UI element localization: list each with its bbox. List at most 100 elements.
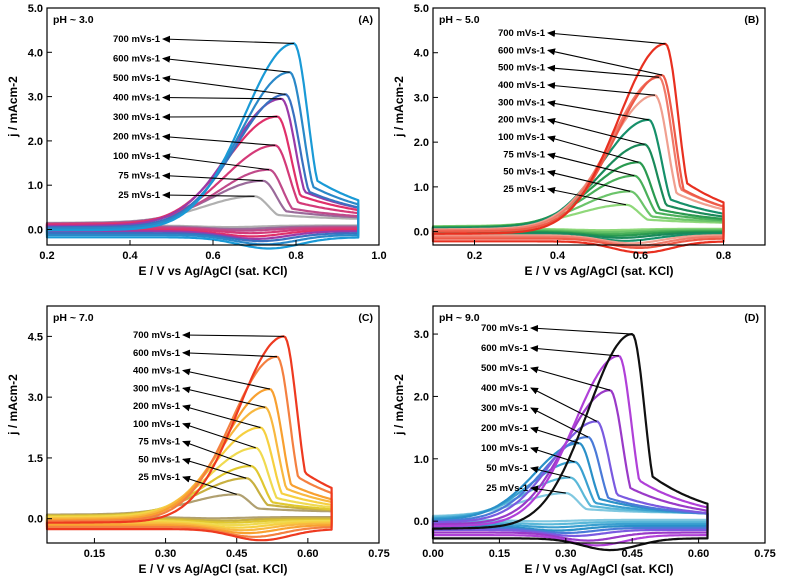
- y-tick-label: 0.0: [28, 514, 43, 526]
- x-tick-label: 0.75: [754, 548, 775, 560]
- rate-label-arrow: [530, 366, 611, 391]
- rate-label: 50 mVs-1: [503, 167, 545, 178]
- y-tick-label: 1.0: [28, 180, 43, 192]
- ph-label-c: pH ~ 7.0: [53, 312, 94, 324]
- cv-curve-700-mvs-1: [45, 42, 360, 250]
- x-axis-label-a: E / V vs Ag/AgCl (sat. KCl): [139, 264, 288, 278]
- panel-d: 0.00 0.15 0.30 0.45 0.60 0.75 0.0 1.0 2.0 3.0 700…: [392, 305, 776, 576]
- x-tick-label: 0.15: [489, 548, 510, 560]
- plot-frame-b: [432, 7, 766, 246]
- x-tick-label: 0.30: [555, 548, 576, 560]
- rate-label: 25 mVs-1: [486, 483, 528, 494]
- rate-label-arrow: [162, 55, 290, 73]
- y-tick-label: 2.0: [28, 136, 43, 148]
- rate-label-arrow: [530, 426, 580, 444]
- x-tick-label: 0.2: [39, 250, 54, 262]
- y-tick-label: 2.0: [414, 391, 429, 403]
- panel-c: 0.15 0.30 0.45 0.60 0.75 0.0 1.5 3.0 4.5 700 mVs…: [6, 305, 390, 576]
- panel-tag-c: (C): [358, 312, 373, 324]
- rate-label-arrow: [530, 387, 598, 422]
- curves-a: [45, 42, 360, 250]
- rate-label-arrow: [547, 64, 660, 78]
- y-tick-label: 1.0: [414, 182, 429, 194]
- x-tick-label: 0.6: [633, 250, 648, 262]
- y-tick-label: 0.0: [414, 227, 429, 239]
- rate-label: 700 mVs-1: [113, 34, 161, 45]
- x-tick-label: 1.0: [371, 250, 386, 262]
- rate-label-arrow: [162, 153, 270, 171]
- rate-labels-d: 700 mVs-1 600 mVs-1 500 mVs-1 400 mVs-1 300 …: [481, 323, 633, 494]
- rate-label: 50 mVs-1: [138, 454, 180, 465]
- y-tick-label: 5.0: [414, 3, 429, 15]
- rate-label: 600 mVs-1: [133, 348, 181, 359]
- rate-label: 50 mVs-1: [486, 463, 528, 474]
- plot-frame-d: [432, 305, 766, 544]
- rate-label-arrow: [547, 48, 663, 76]
- rate-label: 200 mVs-1: [498, 115, 546, 126]
- rate-label: 400 mVs-1: [133, 366, 181, 377]
- rate-label: 100 mVs-1: [481, 443, 529, 454]
- ph-label-a: pH ~ 3.0: [53, 14, 94, 26]
- rate-label: 700 mVs-1: [498, 28, 546, 39]
- x-tick-label: 0.60: [688, 548, 709, 560]
- x-axis-label-b: E / V vs Ag/AgCl (sat. KCl): [525, 264, 674, 278]
- x-tick-label: 0.00: [422, 548, 443, 560]
- ph-label-b: pH ~ 5.0: [439, 14, 480, 26]
- rate-label-arrow: [182, 368, 271, 390]
- rate-label: 700 mVs-1: [481, 323, 529, 334]
- y-tick-label: 3.0: [414, 329, 429, 341]
- rate-label: 600 mVs-1: [481, 343, 529, 354]
- y-axis-label-d: j / mAcm-2: [392, 374, 406, 436]
- x-tick-label: 0.2: [467, 250, 482, 262]
- rate-label-arrow: [547, 82, 656, 96]
- y-tick-label: 5.0: [28, 3, 43, 15]
- rate-label-arrow: [182, 475, 237, 495]
- rate-label: 100 mVs-1: [133, 419, 181, 430]
- rate-label-arrow: [547, 100, 649, 121]
- rate-label: 300 mVs-1: [481, 403, 529, 414]
- rate-label: 300 mVs-1: [498, 97, 546, 108]
- rate-label: 75 mVs-1: [118, 171, 160, 182]
- rate-label-arrow: [547, 30, 666, 45]
- rate-label: 25 mVs-1: [118, 190, 160, 201]
- rate-label-arrow: [182, 422, 256, 449]
- rate-label: 200 mVs-1: [481, 423, 529, 434]
- rate-label-arrow: [547, 169, 631, 192]
- panel-tag-a: (A): [358, 14, 373, 26]
- ticks-b: 0.2 0.4 0.6 0.8 0.0 1.0 2.0 3.0 4.0 5.0: [414, 3, 731, 262]
- rate-label-arrow: [182, 386, 266, 408]
- rate-label: 25 mVs-1: [503, 184, 545, 195]
- x-tick-label: 0.45: [226, 548, 247, 560]
- panel-tag-d: (D): [744, 312, 759, 324]
- rate-label-arrow: [530, 466, 571, 479]
- rate-label-arrow: [182, 331, 285, 339]
- rate-label-arrow: [547, 135, 639, 163]
- rate-label: 200 mVs-1: [133, 401, 181, 412]
- rate-label-arrow: [547, 186, 627, 206]
- x-axis-label-d: E / V vs Ag/AgCl (sat. KCl): [525, 562, 674, 576]
- rate-label-arrow: [530, 345, 619, 357]
- rate-label: 500 mVs-1: [498, 63, 546, 74]
- x-tick-label: 0.4: [550, 250, 566, 262]
- curves-d: [431, 333, 709, 552]
- cv-curve-700-mvs-1: [431, 333, 709, 552]
- rate-label: 500 mVs-1: [113, 73, 161, 84]
- ticks-a: 0.2 0.4 0.6 0.8 1.0 0.0 1.0 2.0 3.0 4.0 5.0: [28, 3, 387, 262]
- y-axis-label-a: j / mAcm-2: [6, 76, 20, 138]
- y-tick-label: 3.0: [28, 92, 43, 104]
- y-tick-label: 3.0: [414, 92, 429, 104]
- rate-labels-c: 700 mVs-1 600 mVs-1 400 mVs-1 300 mVs-1 200 …: [133, 330, 285, 495]
- curves-b: [431, 42, 725, 254]
- rate-label-arrow: [162, 133, 276, 146]
- rate-label-arrow: [162, 75, 286, 95]
- ph-label-d: pH ~ 9.0: [439, 312, 480, 324]
- y-tick-label: 4.0: [28, 47, 43, 59]
- plot-frame-c: [46, 305, 380, 544]
- x-tick-label: 0.15: [84, 548, 105, 560]
- y-tick-label: 0.0: [414, 516, 429, 528]
- rate-label: 500 mVs-1: [481, 363, 529, 374]
- ticks-d: 0.00 0.15 0.30 0.45 0.60 0.75 0.0 1.0 2.0 3.0: [414, 329, 776, 560]
- rate-label: 300 mVs-1: [133, 383, 181, 394]
- rate-label-arrow: [547, 118, 645, 145]
